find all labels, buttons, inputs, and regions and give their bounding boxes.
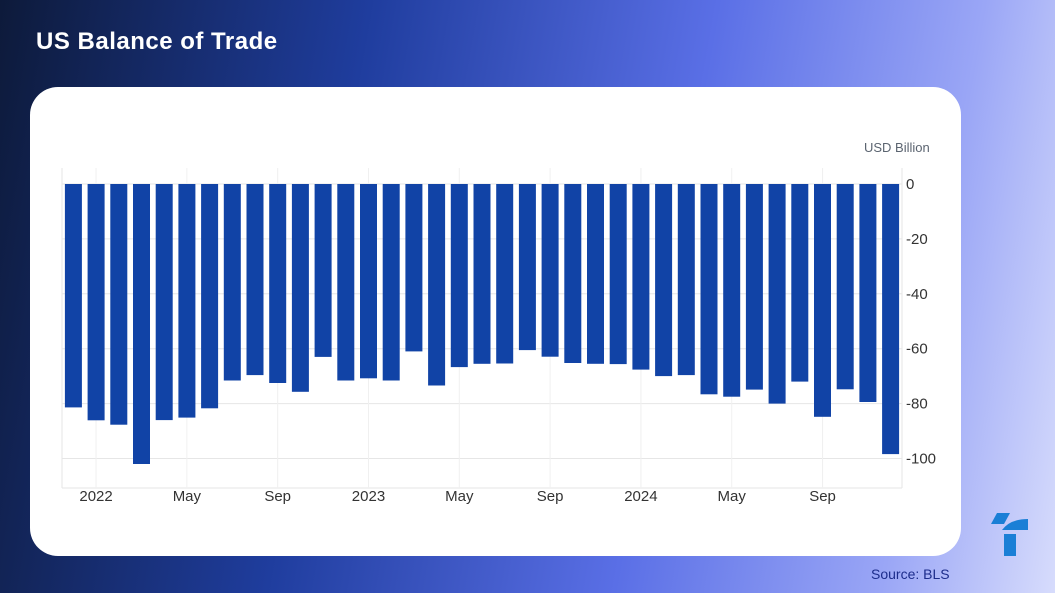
- x-tick-label: 2022: [79, 488, 112, 505]
- bar: Aug 2024: -72: [791, 184, 809, 382]
- bar: Apr 2022: -86: [155, 184, 173, 421]
- bar: Jul 2023: -65.4: [496, 184, 514, 364]
- brand-logo-icon: [991, 513, 1028, 556]
- page-title: US Balance of Trade: [36, 28, 278, 55]
- bar: Oct 2023: -65.2: [564, 184, 582, 363]
- y-tick-label: -20: [906, 231, 928, 248]
- x-tick-label: May: [173, 488, 202, 505]
- x-tick-label: Sep: [264, 488, 291, 505]
- bar: Jul 2022: -71.6: [223, 184, 241, 381]
- bar: Aug 2022: -69.6: [246, 184, 264, 376]
- y-tick-label: 0: [906, 176, 914, 193]
- bar: Nov 2024: -79.4: [859, 184, 877, 402]
- bar: Apr 2023: -73.4: [428, 184, 446, 386]
- bars: Dec 2021: -81.4 Jan 2022: -86.1 Feb 2022: …: [64, 184, 900, 464]
- bar: Sep 2024: -84.8: [814, 184, 831, 417]
- bar: May 2024: -77.5: [723, 184, 741, 397]
- bar: Mar 2023: -61: [405, 184, 423, 352]
- bar: May 2022: -85.1: [178, 184, 196, 418]
- bar: Jun 2023: -65.5: [473, 184, 491, 364]
- bar: Feb 2022: -87.7: [110, 184, 128, 425]
- bar: Jan 2022: -86.1: [87, 184, 105, 421]
- bar: Nov 2023: -65.5: [587, 184, 604, 364]
- bar: May 2023: -66.7: [450, 184, 468, 368]
- bar: Jun 2022: -81.7: [201, 184, 219, 409]
- x-tick-label: May: [445, 488, 474, 505]
- y-tick-label: -40: [906, 286, 928, 303]
- bar: Jul 2024: -80: [768, 184, 786, 404]
- bar: Mar 2024: -69.6: [677, 184, 695, 376]
- bar: Mar 2022: -102: [133, 184, 150, 464]
- y-axis: 0 -20 -40 -60 -80 -100: [906, 176, 936, 468]
- bar: Dec 2023: -65.6: [609, 184, 627, 365]
- x-axis: 2022 May Sep 2023 May Sep 2024 May Sep: [79, 488, 836, 505]
- bar: Dec 2022: -71.6: [337, 184, 355, 381]
- x-tick-label: 2023: [352, 488, 385, 505]
- y-tick-label: -80: [906, 396, 928, 413]
- y-tick-label: -60: [906, 341, 928, 358]
- bar: Jun 2024: -74.9: [745, 184, 763, 390]
- x-tick-label: 2024: [624, 488, 657, 505]
- bar: Sep 2023: -62.9: [541, 184, 559, 357]
- bar: Sep 2022: -72.5: [269, 184, 287, 383]
- bar: Dec 2024: -98.4: [882, 184, 900, 455]
- x-tick-label: May: [718, 488, 747, 505]
- bar: Feb 2023: -71.6: [382, 184, 400, 381]
- x-tick-label: Sep: [537, 488, 564, 505]
- bar: Oct 2022: -75.7: [291, 184, 309, 392]
- unit-label: USD Billion: [864, 140, 930, 155]
- bar: Apr 2024: -76.6: [700, 184, 718, 395]
- bar: Jan 2024: -67.6: [632, 184, 650, 370]
- x-tick-label: Sep: [809, 488, 836, 505]
- y-tick-label: -100: [906, 451, 936, 468]
- bar: Nov 2022: -63: [314, 184, 332, 357]
- bar: Oct 2024: -74.8: [836, 184, 854, 390]
- bar: Jan 2023: -70.8: [360, 184, 377, 379]
- source-label: Source: BLS: [871, 566, 950, 582]
- bar: Feb 2024: -70: [655, 184, 673, 377]
- bar: Dec 2021: -81.4: [64, 184, 82, 408]
- bar: Aug 2023: -60.5: [518, 184, 536, 351]
